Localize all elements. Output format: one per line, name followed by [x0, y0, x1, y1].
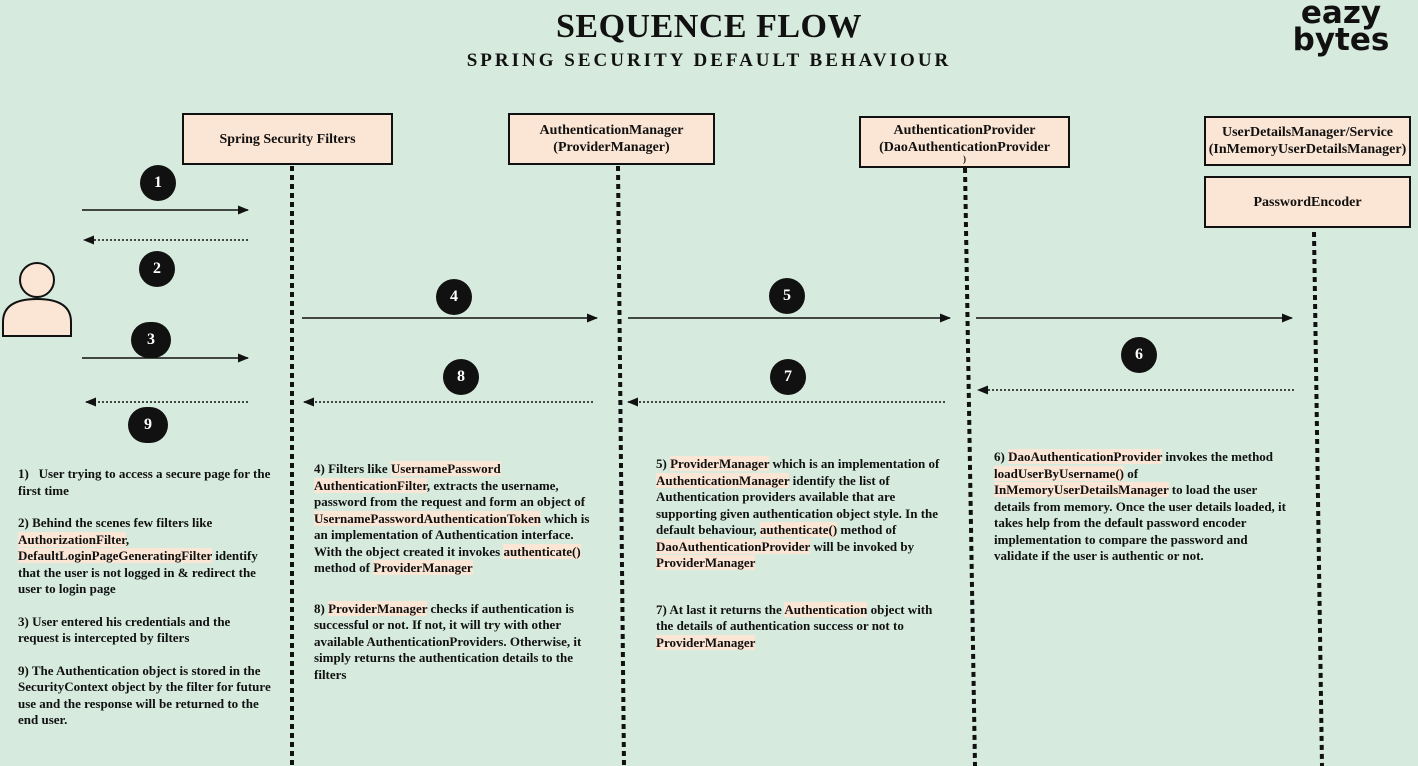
logo-line-bytes: bytes — [1292, 22, 1390, 58]
note-step-7: 7) At last it returns the Authentication… — [656, 601, 940, 652]
note-step-2-text-end: identify that the user is not logged in … — [18, 548, 258, 596]
step-badge-9: 9 — [128, 407, 168, 443]
note-step-4-highlight-authenticate: authenticate() — [503, 543, 581, 559]
note-step-4-text-2: , extracts the username, password from t… — [314, 477, 586, 510]
manager-impl-label: (ProviderManager) — [553, 140, 670, 155]
note-step-2-highlight-authorization-filter: AuthorizationFilter — [18, 531, 126, 547]
note-step-6: 6) DaoAuthenticationProvider invokes the… — [994, 449, 1286, 565]
note-step-5-highlight-provider-manager-end: ProviderManager — [656, 555, 756, 570]
provider-label: AuthenticationProvider — [893, 123, 1036, 138]
note-step-7-highlight-authentication: Authentication — [784, 601, 868, 617]
note-step-4-text-3: which is an implementation of Authentica… — [314, 510, 590, 559]
note-step-5-text-2: identify the list of Authentication prov… — [656, 472, 939, 538]
note-step-6-highlight-inmemory-manager: InMemoryUserDetailsManager — [994, 482, 1169, 497]
lifeline-encoder — [1312, 231, 1324, 766]
step-badge-3: 3 — [131, 322, 171, 358]
note-step-2-highlight-login-page-filter: DefaultLoginPageGeneratingFilter — [18, 548, 213, 563]
note-step-4-text-4: method of — [314, 560, 374, 575]
note-step-5-number: 5) — [656, 456, 671, 471]
step-badge-2: 2 — [139, 251, 175, 287]
step-badge-1: 1 — [140, 165, 176, 201]
note-step-5-highlight-authenticate: authenticate() — [759, 522, 838, 537]
lifeline-manager — [616, 165, 626, 766]
step-badge-7: 7 — [770, 359, 806, 395]
note-step-4-highlight-filter-b: AuthenticationFilter — [314, 477, 427, 493]
note-step-5-text-4: will be invoked by — [810, 538, 915, 554]
note-step-5-highlight-provider-manager: ProviderManager — [670, 456, 770, 471]
userdetails-impl-label: (InMemoryUserDetailsManager) — [1208, 142, 1407, 157]
note-step-4: 4) Filters like UsernamePassword Authenti… — [314, 461, 604, 577]
step-badge-8: 8 — [443, 359, 479, 395]
note-step-7-highlight-provider-manager: ProviderManager — [656, 634, 756, 650]
note-step-2: 2) Behind the scenes few filters like Au… — [18, 515, 274, 598]
note-step-3: 3) User entered his credentials and the … — [18, 613, 231, 646]
logo-line-eazy: eazy — [1300, 0, 1382, 31]
notes-provider-userdetails: 6) DaoAuthenticationProvider invokes the… — [994, 449, 1286, 581]
note-step-9: 9) The Authentication object is stored i… — [18, 662, 271, 728]
notes-user-filters: 1) User trying to access a secure page f… — [18, 466, 274, 745]
note-step-7-text-2: object with the details of authenticatio… — [656, 601, 933, 634]
note-step-5-text: which is an implementation of — [769, 456, 940, 471]
note-step-6-highlight-load-user: loadUserByUsername() — [994, 465, 1124, 481]
lifeline-provider — [963, 167, 977, 766]
provider-impl-label: (DaoAuthenticationProvider — [879, 140, 1050, 155]
user-icon — [1, 262, 72, 337]
note-step-5-highlight-authentication-manager: AuthenticationManager — [656, 472, 790, 488]
note-step-6-number: 6) — [994, 449, 1009, 464]
step-badge-4: 4 — [436, 279, 472, 315]
note-step-4-text: 4) Filters like — [314, 461, 391, 476]
step-badge-5: 5 — [769, 278, 805, 314]
note-step-1: 1) User trying to access a secure page f… — [18, 466, 274, 499]
step-badge-6: 6 — [1121, 337, 1157, 373]
provider-impl-close: ) — [963, 154, 966, 164]
note-step-7-text: 7) At last it returns the — [656, 601, 785, 617]
note-step-8-highlight-provider-manager: ProviderManager — [328, 600, 428, 616]
note-step-1-text: User trying to access a secure page for … — [18, 466, 271, 498]
note-step-8-text: checks if authentication is successful o… — [314, 600, 582, 682]
manager-label: AuthenticationManager — [539, 123, 684, 138]
note-step-5-text-3: method of — [837, 522, 897, 537]
note-step-6-text-3: to load the user details from memory. On… — [994, 482, 1286, 563]
note-step-4-highlight-provider-manager: ProviderManager — [373, 560, 473, 575]
eazybytes-logo: eazy bytes — [1286, 0, 1396, 58]
note-step-2-separator: , — [125, 531, 130, 547]
note-step-6-text-2: of — [1123, 465, 1139, 481]
note-step-5: 5) ProviderManager which is an implement… — [656, 456, 940, 572]
note-step-8: 8) ProviderManager checks if authenticat… — [314, 600, 604, 684]
note-step-1-number: 1) — [18, 466, 29, 481]
box-authentication-manager: AuthenticationManager (ProviderManager) — [508, 113, 715, 165]
note-step-8-number: 8) — [314, 600, 329, 616]
box-spring-security-filters: Spring Security Filters — [182, 113, 393, 165]
note-step-6-highlight-dao-provider: DaoAuthenticationProvider — [1008, 449, 1163, 464]
note-step-4-highlight-filter-a: UsernamePassword — [390, 461, 501, 476]
note-step-4-highlight-token: UsernamePasswordAuthenticationToken — [314, 510, 542, 526]
notes-filters-manager: 4) Filters like UsernamePassword Authenti… — [314, 461, 604, 699]
diagram-subtitle: SPRING SECURITY DEFAULT BEHAVIOUR — [466, 50, 952, 71]
filters-label: Spring Security Filters — [219, 131, 356, 147]
userdetails-label: UserDetailsManager/Service — [1221, 125, 1394, 140]
box-user-details-manager: UserDetailsManager/Service (InMemoryUser… — [1204, 116, 1411, 166]
note-step-2-text: 2) Behind the scenes few filters like — [18, 515, 213, 530]
box-password-encoder: PasswordEncoder — [1204, 176, 1411, 228]
notes-manager-provider: 5) ProviderManager which is an implement… — [656, 456, 940, 667]
note-step-6-text: invokes the method — [1162, 449, 1274, 464]
diagram-title: SEQUENCE FLOW — [556, 8, 862, 45]
encoder-label: PasswordEncoder — [1253, 194, 1362, 210]
box-authentication-provider: AuthenticationProvider (DaoAuthenticatio… — [859, 116, 1070, 168]
note-step-5-highlight-dao-provider: DaoAuthenticationProvider — [656, 538, 811, 554]
